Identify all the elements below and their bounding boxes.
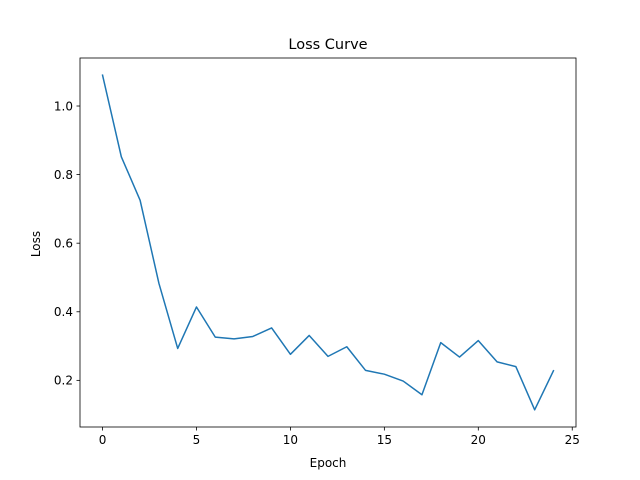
- x-tick-label: 20: [471, 433, 486, 447]
- x-tick-label: 15: [377, 433, 392, 447]
- y-tick-label: 0.6: [54, 236, 73, 250]
- chart-title: Loss Curve: [288, 37, 367, 53]
- x-tick-label: 10: [283, 433, 298, 447]
- x-tick-label: 0: [99, 433, 107, 447]
- x-tick-label: 25: [565, 433, 580, 447]
- y-axis-label: Loss: [29, 231, 43, 257]
- x-axis-label: Epoch: [310, 456, 347, 470]
- y-tick-label: 0.4: [54, 305, 73, 319]
- plot-area: 0 5 10 15 20 25 0.2 0.4 0.6 0.8 1.0: [54, 57, 580, 447]
- y-tick-label: 1.0: [54, 99, 73, 113]
- x-tick-label: 5: [193, 433, 201, 447]
- axes-frame: [79, 57, 577, 428]
- series-line-0: [101, 74, 555, 411]
- y-tick-label: 0.8: [54, 168, 73, 182]
- y-tick-label: 0.2: [54, 374, 73, 388]
